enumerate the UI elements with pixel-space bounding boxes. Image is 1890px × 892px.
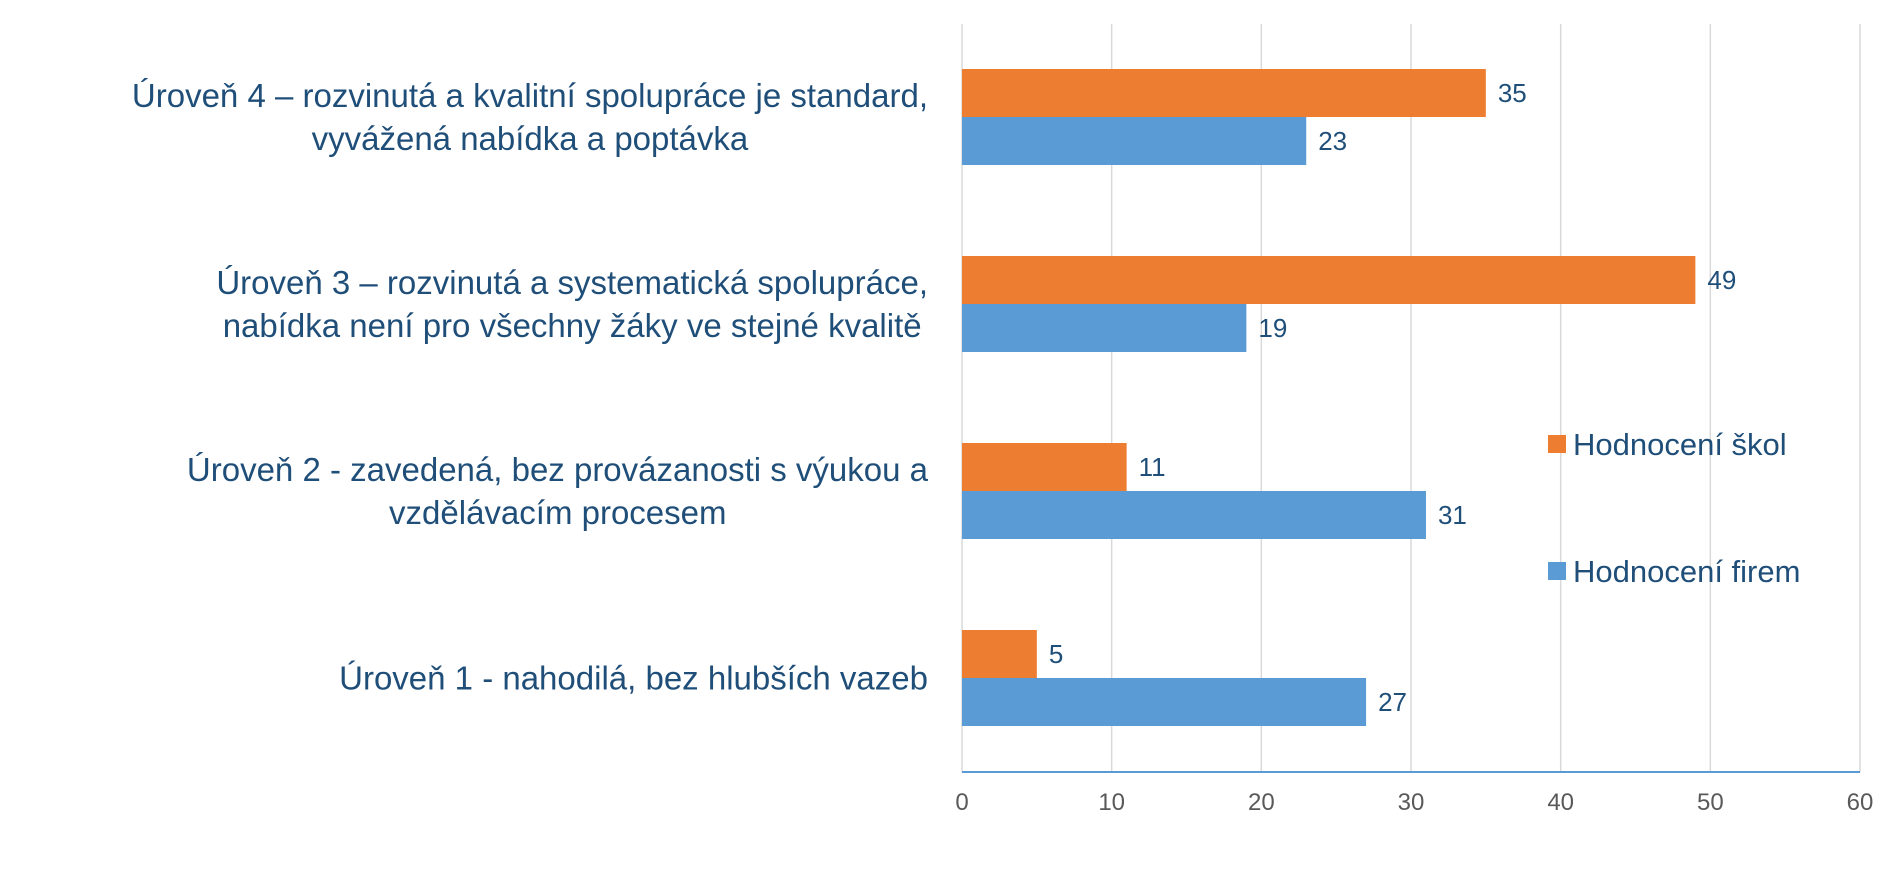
category-label-line: Úroveň 3 – rozvinutá a systematická spol…	[216, 264, 928, 301]
x-axis: 0 10 20 30 40 50 60	[955, 771, 1874, 816]
bar	[962, 69, 1486, 117]
data-labels: 35 23 49 19 11 31 5 27	[1049, 78, 1736, 717]
category-label: Úroveň 3 – rozvinutá a systematická spol…	[216, 264, 928, 344]
bars	[962, 69, 1696, 726]
x-tick-label: 30	[1398, 789, 1425, 816]
category-label: Úroveň 2 - zavedená, bez provázanosti s …	[187, 451, 929, 531]
data-label: 31	[1438, 500, 1467, 530]
x-tick-label: 50	[1697, 789, 1724, 816]
data-label: 11	[1139, 452, 1166, 482]
bar	[962, 117, 1307, 165]
x-tick-label: 60	[1847, 789, 1874, 816]
x-tick-label: 0	[955, 789, 968, 816]
data-label: 5	[1049, 639, 1063, 669]
legend: Hodnocení škol Hodnocení firem	[1548, 427, 1800, 589]
data-label: 49	[1707, 265, 1736, 295]
bar	[962, 678, 1367, 726]
x-tick-label: 40	[1547, 789, 1574, 816]
legend-label: Hodnocení firem	[1573, 554, 1800, 589]
category-label-line: Úroveň 1 - nahodilá, bez hlubších vazeb	[339, 660, 928, 697]
bar	[962, 304, 1247, 352]
x-tick-label: 10	[1098, 789, 1125, 816]
data-label: 23	[1318, 126, 1347, 156]
data-label: 19	[1258, 313, 1287, 343]
category-label: Úroveň 4 – rozvinutá a kvalitní spoluprá…	[132, 77, 928, 157]
legend-item: Hodnocení firem	[1548, 554, 1800, 589]
bar	[962, 491, 1426, 539]
bar	[962, 443, 1127, 491]
legend-swatch	[1548, 562, 1566, 580]
category-label-line: nabídka není pro všechny žáky ve stejné …	[223, 307, 922, 344]
data-label: 35	[1498, 78, 1527, 108]
legend-label: Hodnocení škol	[1573, 427, 1787, 462]
category-label-line: Úroveň 2 - zavedená, bez provázanosti s …	[187, 451, 929, 488]
legend-swatch	[1548, 435, 1566, 453]
bar	[962, 630, 1037, 678]
bar	[962, 256, 1696, 304]
category-labels: Úroveň 4 – rozvinutá a kvalitní spoluprá…	[132, 77, 929, 697]
x-tick-label: 20	[1248, 789, 1275, 816]
category-label-line: vyvážená nabídka a poptávka	[312, 120, 749, 157]
category-label-line: vzdělávacím procesem	[389, 494, 726, 531]
data-label: 27	[1378, 687, 1407, 717]
category-label-line: Úroveň 4 – rozvinutá a kvalitní spoluprá…	[132, 77, 928, 114]
category-label: Úroveň 1 - nahodilá, bez hlubších vazeb	[339, 660, 928, 697]
legend-item: Hodnocení škol	[1548, 427, 1787, 462]
